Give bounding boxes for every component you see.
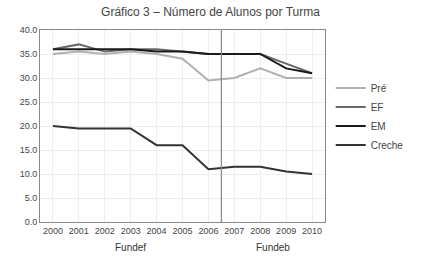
svg-text:2004: 2004 [147,226,167,236]
svg-text:2001: 2001 [69,226,89,236]
svg-text:Creche: Creche [371,140,404,151]
svg-text:2000: 2000 [43,226,63,236]
svg-text:35.0: 35.0 [20,49,38,59]
svg-text:Pré: Pré [371,83,387,94]
svg-text:20.0: 20.0 [20,121,38,131]
svg-text:EM: EM [371,121,386,132]
svg-text:2009: 2009 [276,226,296,236]
svg-text:Fundef: Fundef [115,242,146,253]
svg-text:40.0: 40.0 [20,25,38,35]
svg-text:2010: 2010 [302,226,322,236]
svg-text:0.0: 0.0 [25,217,38,227]
svg-text:Gráfico 3 – Número de Alunos p: Gráfico 3 – Número de Alunos por Turma [101,5,320,19]
svg-text:30.0: 30.0 [20,73,38,83]
svg-text:2006: 2006 [198,226,218,236]
svg-text:2002: 2002 [95,226,115,236]
svg-text:2005: 2005 [172,226,192,236]
svg-text:EF: EF [371,102,384,113]
svg-text:2008: 2008 [250,226,270,236]
svg-text:Fundeb: Fundeb [256,242,290,253]
svg-text:15.0: 15.0 [20,145,38,155]
svg-text:25.0: 25.0 [20,97,38,107]
svg-text:2007: 2007 [224,226,244,236]
svg-text:2003: 2003 [121,226,141,236]
svg-text:10.0: 10.0 [20,169,38,179]
svg-text:5.0: 5.0 [25,193,38,203]
